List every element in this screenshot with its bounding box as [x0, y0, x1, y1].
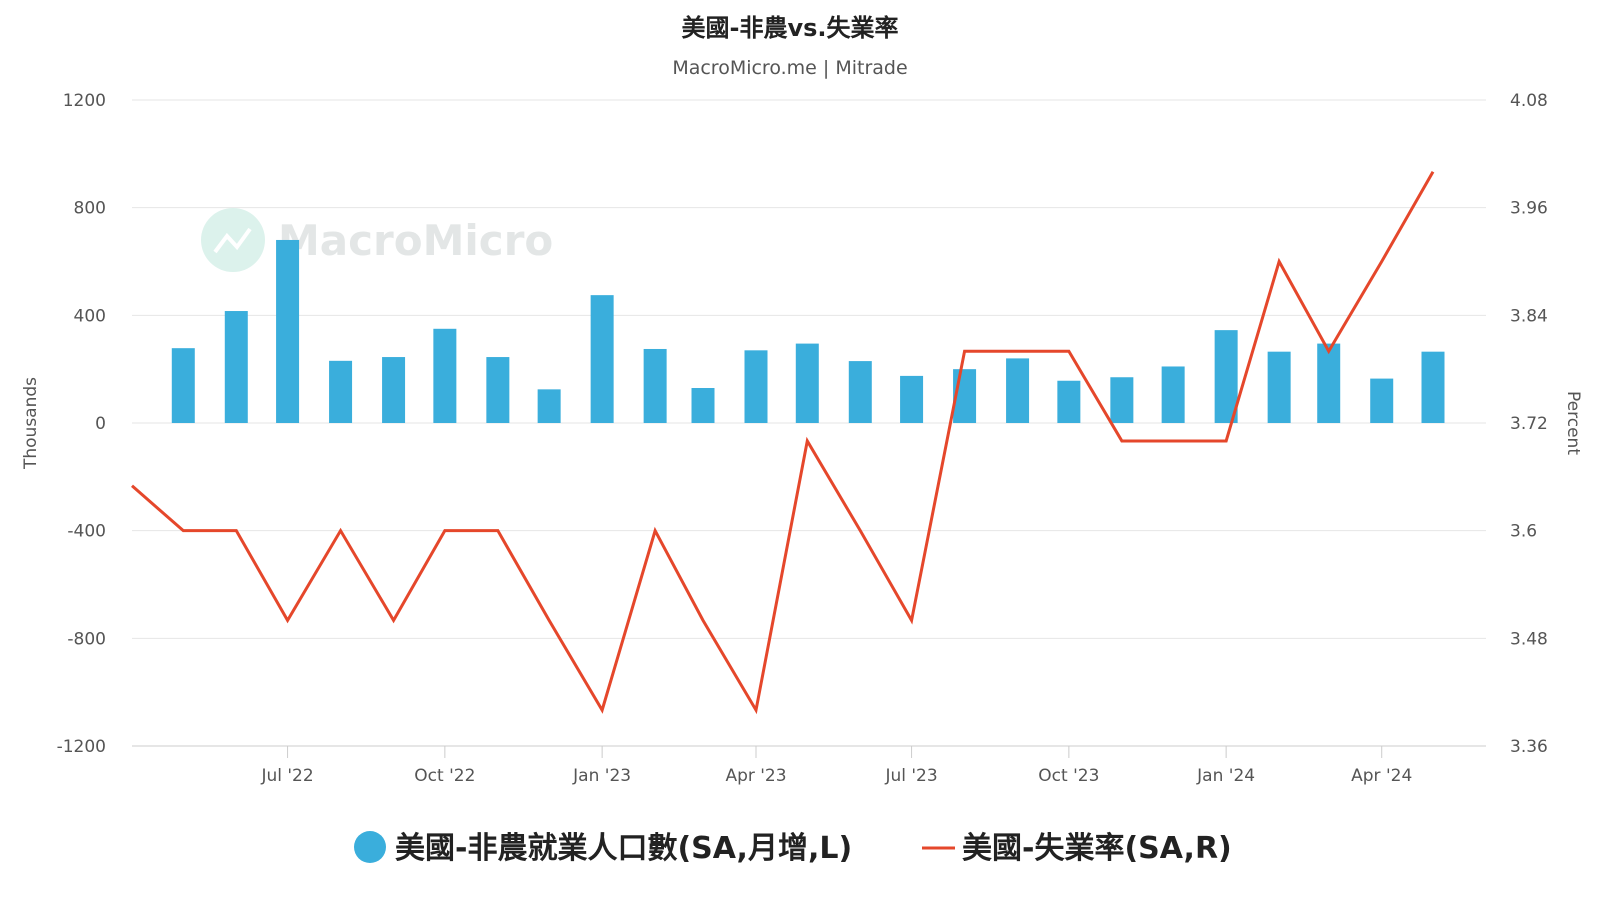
right-axis-title: Percent [1563, 391, 1583, 455]
left-axis-title: Thousands [21, 377, 41, 470]
legend-item-unemployment[interactable]: 美國-失業率(SA,R) [922, 831, 1232, 866]
bar[interactable] [1057, 380, 1081, 423]
x-tick-label: Apr '23 [725, 766, 786, 786]
left-tick-label: -400 [67, 522, 106, 542]
bar[interactable] [1370, 378, 1394, 423]
bar[interactable] [1317, 343, 1341, 423]
bar[interactable] [224, 311, 248, 423]
bar[interactable] [1006, 358, 1030, 423]
bar[interactable] [848, 361, 872, 423]
watermark-logo-line-icon [213, 227, 252, 254]
x-tick-label: Apr '24 [1351, 766, 1412, 786]
right-tick-label: 3.72 [1510, 414, 1548, 434]
legend-bar-swatch-icon [354, 831, 386, 863]
watermark: MacroMicro [201, 208, 553, 272]
line-series [131, 171, 1435, 715]
bar[interactable] [643, 348, 667, 423]
legend-label-nfp: 美國-非農就業人口數(SA,月增,L) [395, 831, 852, 866]
x-tick-label: Oct '22 [414, 766, 475, 786]
right-tick-label: 4.08 [1510, 91, 1548, 111]
bar[interactable] [382, 357, 406, 423]
chart-title: 美國-非農vs.失業率 [681, 14, 898, 42]
left-tick-label: 400 [74, 306, 106, 326]
bar[interactable] [1421, 351, 1445, 423]
legend[interactable]: 美國-非農就業人口數(SA,月增,L) 美國-失業率(SA,R) [354, 831, 1232, 866]
bar[interactable] [900, 375, 924, 423]
x-tick-label: Oct '23 [1038, 766, 1099, 786]
bar[interactable] [795, 343, 819, 423]
bar[interactable] [590, 295, 614, 423]
x-axis: Jul '22 Oct '22 Jan '23 Apr '23 Jul '23 Oct '… [132, 745, 1486, 786]
bar[interactable] [744, 350, 768, 423]
bar[interactable] [1161, 366, 1185, 423]
x-tick-label: Jan '23 [572, 766, 631, 786]
bar[interactable] [486, 357, 510, 423]
bar[interactable] [1267, 351, 1291, 423]
x-tick-label: Jan '24 [1196, 766, 1255, 786]
bar[interactable] [537, 389, 561, 423]
watermark-text: MacroMicro [278, 216, 553, 265]
left-tick-label: 1200 [63, 91, 106, 111]
right-axis-ticks: 4.08 3.96 3.84 3.72 3.6 3.48 3.36 [1510, 91, 1548, 757]
right-tick-label: 3.6 [1510, 522, 1537, 542]
right-tick-label: 3.96 [1510, 199, 1548, 219]
x-tick-label: Jul '22 [260, 766, 313, 786]
bar[interactable] [433, 328, 457, 423]
bar[interactable] [691, 388, 715, 423]
left-tick-label: 0 [95, 414, 106, 434]
legend-label-unemployment: 美國-失業率(SA,R) [962, 831, 1232, 866]
bar[interactable] [1110, 377, 1134, 423]
right-tick-label: 3.48 [1510, 629, 1548, 649]
right-tick-label: 3.36 [1510, 737, 1548, 757]
left-tick-label: -800 [67, 629, 106, 649]
bar[interactable] [171, 348, 195, 423]
chart-subtitle: MacroMicro.me | Mitrade [672, 57, 907, 79]
left-tick-label: 800 [74, 199, 106, 219]
x-tick-label: Jul '23 [884, 766, 937, 786]
legend-item-nfp[interactable]: 美國-非農就業人口數(SA,月增,L) [354, 831, 852, 866]
right-tick-label: 3.84 [1510, 306, 1548, 326]
bar[interactable] [329, 360, 353, 423]
left-axis-ticks: 1200 800 400 0 -400 -800 -1200 [57, 91, 106, 757]
unemployment-line[interactable] [131, 171, 1435, 715]
bar[interactable] [276, 239, 300, 423]
bar[interactable] [1214, 330, 1238, 423]
left-tick-label: -1200 [57, 737, 106, 757]
bar-series [171, 239, 1445, 423]
